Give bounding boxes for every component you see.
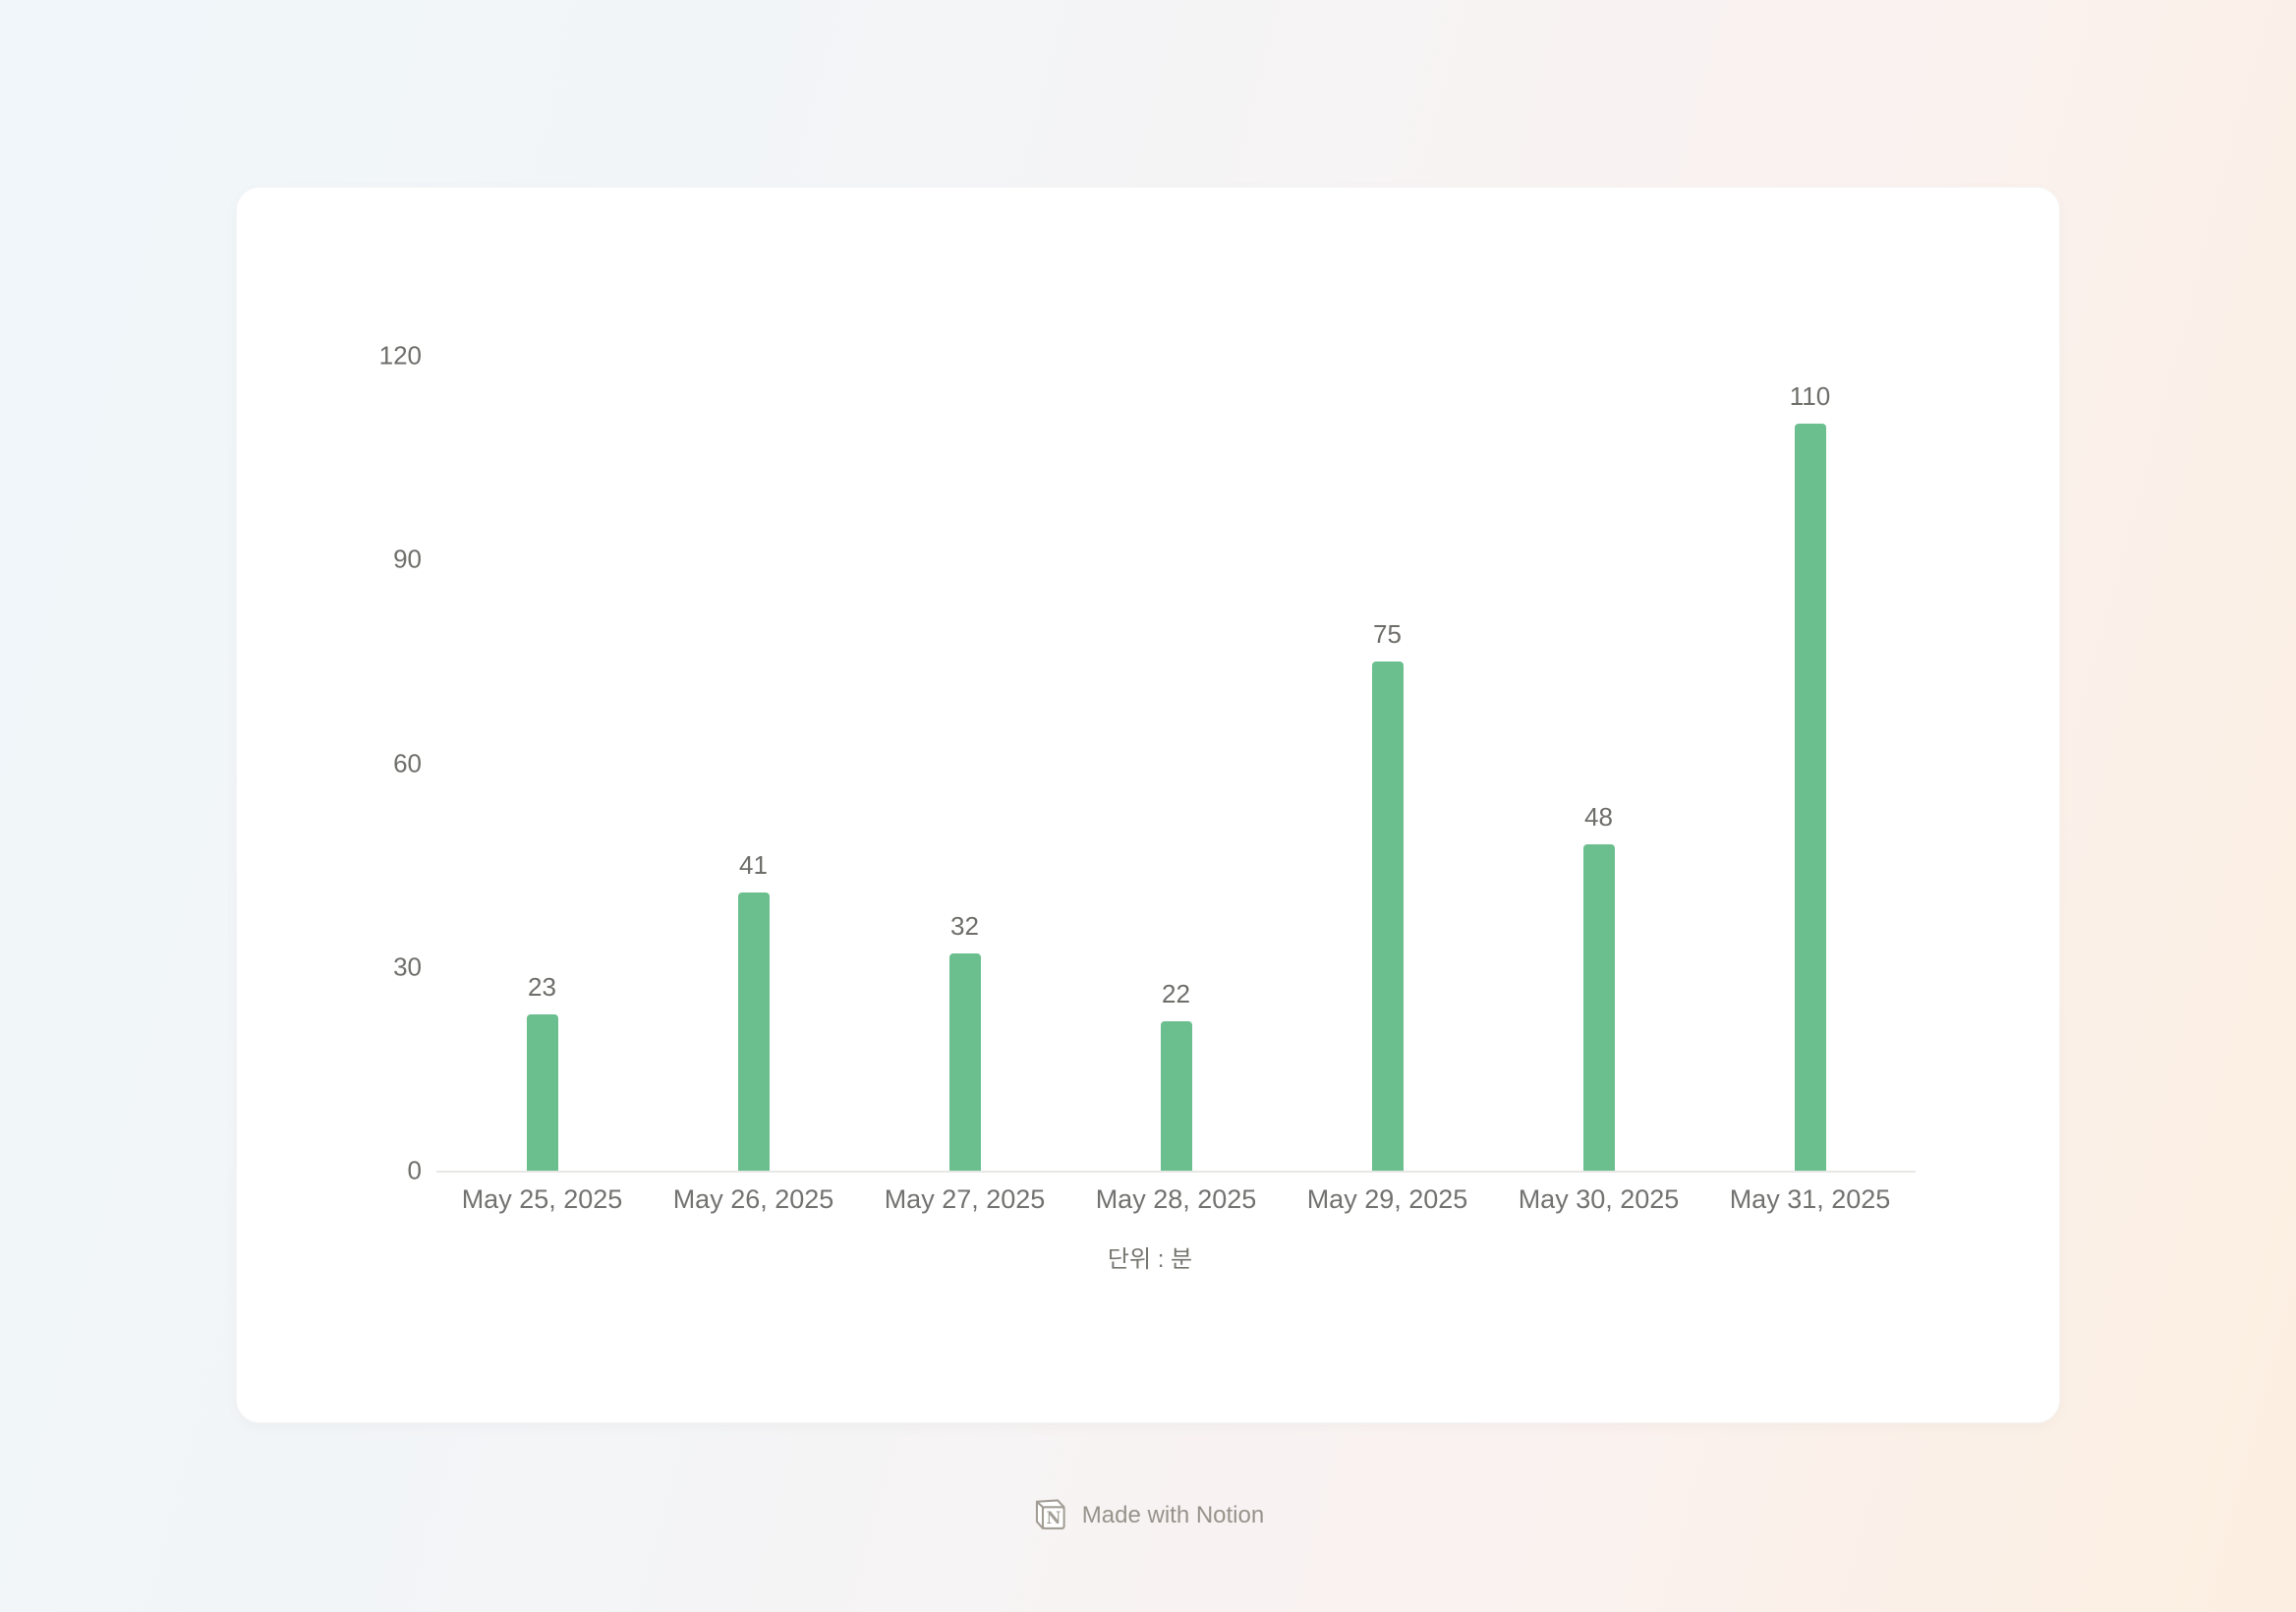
y-tick-label: 90: [393, 544, 422, 574]
bar-May 27, 2025: [948, 952, 981, 1171]
x-tick-label: May 25, 2025: [461, 1184, 623, 1214]
x-tick-label: May 29, 2025: [1306, 1184, 1468, 1214]
made-with-notion-label: Made with Notion: [1081, 1502, 1265, 1528]
y-tick-label: 0: [407, 1155, 422, 1185]
bar-value-label: 41: [739, 849, 768, 880]
bar-May 26, 2025: [737, 892, 770, 1171]
bar-value-label: 23: [528, 972, 556, 1003]
axis-unit-caption: 단위 : 분: [1107, 1246, 1193, 1273]
y-tick-label: 30: [393, 951, 422, 982]
x-tick-label: May 28, 2025: [1095, 1184, 1257, 1214]
chart-card: 23 41 32 22 75 48 110 단위 : 분 0 30 60 90 120 May 25,…: [236, 187, 2060, 1423]
plot-area: 23 41 32 22 75 48 110: [436, 188, 1916, 1171]
bar-value-label: 32: [950, 910, 979, 941]
bar-chart: 23 41 32 22 75 48 110 단위 : 분 0 30 60 90 120 May 25,…: [237, 188, 2059, 1422]
bar-value-label: 110: [1789, 381, 1831, 412]
bar-May 25, 2025: [526, 1014, 558, 1171]
x-tick-label: May 27, 2025: [884, 1184, 1046, 1214]
bar-value-label: 48: [1584, 802, 1613, 833]
notion-logo-icon: N: [1035, 1499, 1065, 1529]
y-tick-label: 120: [378, 340, 422, 371]
bar-May 28, 2025: [1160, 1021, 1192, 1171]
x-tick-label: May 30, 2025: [1518, 1184, 1680, 1214]
bar-May 30, 2025: [1582, 844, 1615, 1171]
svg-text:N: N: [1046, 1509, 1061, 1527]
x-axis-line: [436, 1171, 1916, 1173]
made-with-notion-badge[interactable]: N Made with Notion: [1032, 1497, 1264, 1534]
bar-May 31, 2025: [1794, 424, 1826, 1171]
x-tick-label: May 26, 2025: [672, 1184, 834, 1214]
bar-May 29, 2025: [1371, 661, 1404, 1171]
bar-value-label: 22: [1162, 979, 1190, 1009]
y-tick-label: 60: [393, 748, 422, 777]
x-tick-label: May 31, 2025: [1729, 1184, 1891, 1214]
bar-value-label: 75: [1373, 618, 1402, 649]
